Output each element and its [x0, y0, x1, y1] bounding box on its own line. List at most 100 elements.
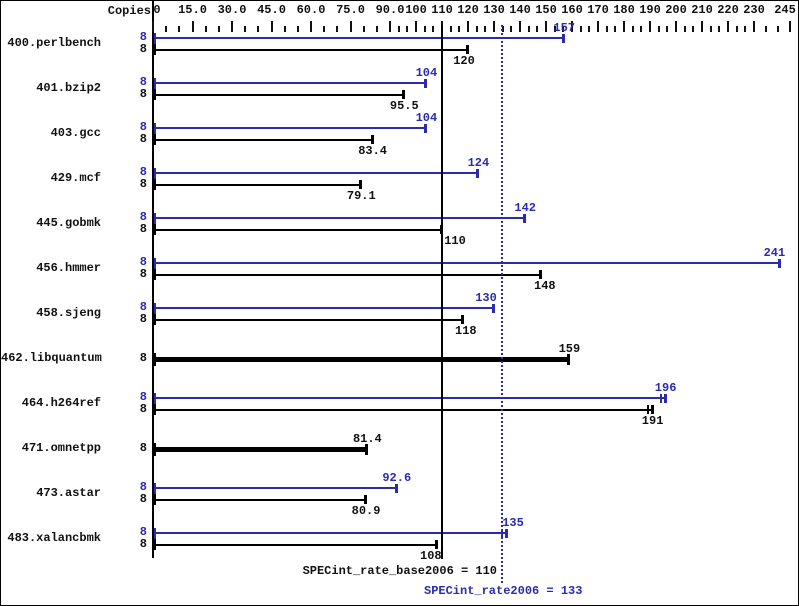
bar-end-cap-double: [646, 405, 649, 414]
bar-end-cap: [370, 135, 374, 144]
copies-value: 8: [139, 30, 147, 44]
peak-reference-line: [500, 25, 503, 583]
x-axis-tick-label: 150: [535, 3, 557, 17]
x-axis-tick-label: 60.0: [296, 3, 326, 17]
bar-start-cap: [154, 212, 156, 224]
copies-value: 8: [139, 210, 147, 224]
peak-score-caption: SPECint_rate2006 = 133: [424, 584, 583, 598]
x-axis-major-tick: [519, 21, 521, 32]
benchmark-bar-base: [154, 138, 373, 141]
x-axis-minor-tick: [709, 26, 712, 32]
benchmark-label: 400.perlbench: [7, 35, 101, 50]
x-axis-minor-tick: [397, 26, 400, 32]
bar-start-cap: [154, 179, 156, 190]
base-reference-line: [441, 25, 443, 559]
x-axis-minor-tick: [692, 26, 695, 32]
x-axis-major-tick: [231, 21, 233, 32]
x-axis-tick-label: 200: [665, 3, 687, 17]
benchmark-label: 473.astar: [36, 485, 101, 500]
benchmark-label: 429.mcf: [50, 170, 101, 185]
x-axis-major-tick: [789, 21, 791, 32]
bar-value-label: 148: [533, 278, 556, 293]
bar-start-cap: [154, 134, 156, 145]
base-score-caption: SPECint_rate_base2006 = 110: [302, 564, 497, 578]
bar-value-label: 241: [763, 246, 786, 260]
x-axis-tick-label: 100: [405, 3, 427, 17]
x-axis-minor-tick: [579, 26, 582, 32]
bar-value-label: 130: [475, 291, 497, 305]
bar-end-cap: [424, 78, 428, 88]
bar-start-cap: [154, 527, 156, 539]
x-axis-major-tick: [545, 21, 547, 32]
benchmark-bar-base: [154, 48, 468, 51]
copies-value: 8: [139, 266, 147, 281]
benchmark-bar-both: [154, 446, 368, 452]
copies-value: 8: [139, 536, 147, 551]
bar-end-cap: [466, 45, 469, 54]
bar-value-label: 80.9: [351, 503, 381, 518]
y-axis-line: [152, 1, 154, 558]
bar-start-cap: [154, 302, 156, 314]
x-axis-minor-tick: [735, 26, 738, 32]
copies-value: 8: [139, 176, 147, 191]
x-axis-major-tick: [191, 21, 194, 32]
benchmark-bar-base: [154, 93, 405, 96]
benchmark-bar-peak: [154, 487, 397, 489]
benchmark-bar-base: [154, 543, 437, 546]
benchmark-bar-base: [154, 408, 653, 411]
x-axis-tick-label: 210: [691, 3, 713, 17]
bar-value-label: 95.5: [389, 98, 419, 113]
bar-value-label: 79.1: [346, 188, 376, 203]
x-axis-minor-tick: [553, 26, 556, 32]
benchmark-label: 471.omnetpp: [21, 440, 101, 455]
copies-value: 8: [139, 86, 147, 101]
x-axis-major-tick: [727, 21, 729, 32]
bar-end-cap: [476, 168, 480, 178]
x-axis-minor-tick: [527, 26, 530, 32]
bar-start-cap: [154, 314, 156, 325]
x-axis-minor-tick: [296, 26, 299, 32]
copies-value: 8: [139, 311, 147, 326]
x-axis-tick-label: 170: [587, 3, 609, 17]
x-axis-minor-tick: [283, 26, 286, 32]
bar-end-cap: [359, 180, 363, 189]
bar-end-cap: [365, 443, 369, 455]
copies-value: 8: [139, 255, 147, 269]
x-axis-tick-label: 90.0: [375, 3, 405, 17]
copies-value: 8: [139, 441, 147, 455]
x-axis-major-tick: [649, 21, 651, 32]
bar-start-cap: [154, 224, 156, 235]
bar-start-cap: [154, 482, 156, 494]
benchmark-label: 403.gcc: [50, 125, 101, 140]
x-axis-major-tick: [270, 21, 273, 32]
x-axis-tick-label: 0: [153, 3, 161, 17]
x-axis-minor-tick: [244, 26, 247, 32]
copies-value: 8: [139, 491, 147, 506]
benchmark-label: 401.bzip2: [36, 80, 101, 95]
bar-end-cap: [562, 33, 566, 43]
x-axis-minor-tick: [536, 26, 539, 32]
bar-end-cap: [424, 123, 428, 133]
benchmark-bar-peak: [154, 127, 427, 129]
x-axis-minor-tick: [257, 26, 260, 32]
x-axis-minor-tick: [666, 26, 669, 32]
bar-end-cap: [650, 405, 654, 414]
bar-value-label: 159: [558, 342, 581, 356]
benchmark-bar-peak: [154, 172, 479, 174]
x-axis-tick-label: 160: [561, 3, 583, 17]
bar-value-label: 104: [415, 111, 438, 125]
x-axis-tick-label: 130: [483, 3, 505, 17]
x-axis-major-tick: [415, 21, 417, 32]
benchmark-label: 483.xalancbmk: [7, 530, 101, 545]
benchmark-bar-base: [154, 228, 442, 231]
benchmark-label: 456.hmmer: [36, 260, 101, 275]
x-axis-minor-tick: [562, 26, 565, 32]
bar-end-cap: [567, 353, 571, 365]
x-axis-minor-tick: [165, 26, 168, 32]
x-axis-major-tick: [467, 21, 469, 32]
bar-value-label: 124: [467, 156, 490, 170]
bar-value-label: 196: [654, 381, 677, 395]
